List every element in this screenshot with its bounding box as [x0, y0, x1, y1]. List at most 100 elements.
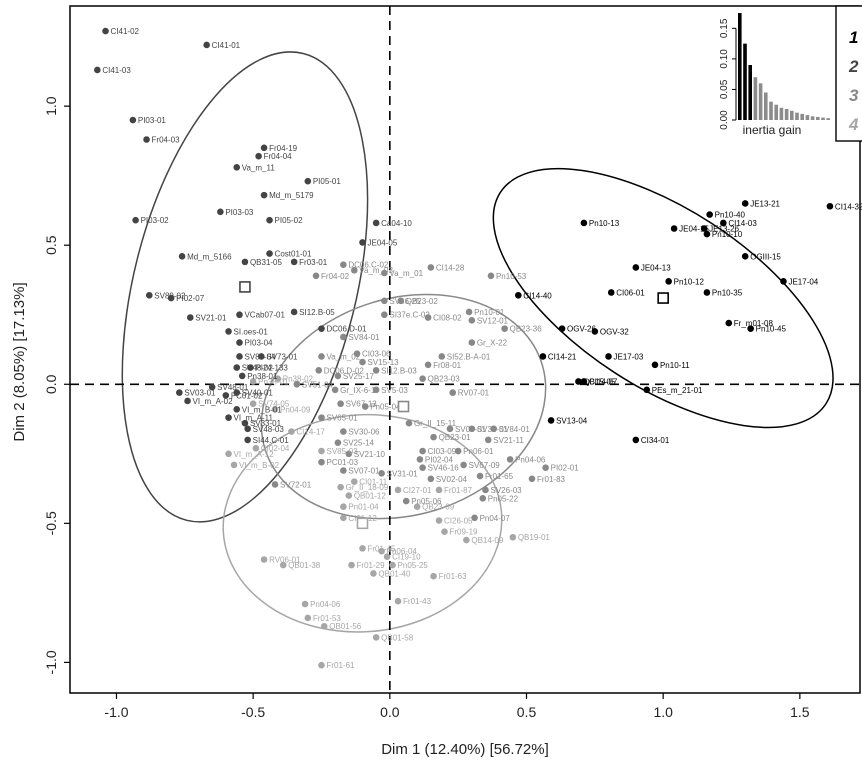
point-Fr04-02 — [312, 272, 320, 280]
point-label-Pn06-01: Pn06-01 — [463, 447, 494, 456]
point-label-PI24-133: PI24-133 — [255, 364, 288, 373]
x-tick-label: 0.0 — [380, 704, 400, 720]
point-label-Pn05-22: Pn05-22 — [488, 494, 519, 503]
inset-bar — [748, 65, 752, 120]
inset-bar — [758, 83, 763, 120]
point-SV21-11 — [484, 436, 492, 444]
point-QB14-09 — [463, 536, 470, 544]
inset-title: inertia gain — [743, 123, 802, 137]
point-label-Fr04-04: Fr04-04 — [264, 152, 293, 161]
point-Pn04-09 — [271, 405, 279, 413]
point-label-SV02-04: SV02-04 — [436, 475, 468, 484]
point-label-SV15-13: SV15-13 — [367, 358, 399, 367]
point-CI14-21 — [539, 353, 547, 360]
point-label-QB19-01: QB19-01 — [518, 533, 551, 542]
point-PI03-04 — [236, 339, 243, 346]
point-QB31-05 — [241, 258, 249, 266]
point-label-JE04-13: JE04-13 — [641, 263, 671, 272]
point-label-Md_m_5166: Md_m_5166 — [187, 252, 232, 261]
point-Pn38-02 — [274, 375, 282, 383]
point-SV46-16 — [419, 464, 426, 472]
point-label-QB23-36: QB23-36 — [510, 325, 543, 334]
point-Pn10-10 — [703, 230, 711, 238]
point-Va_m_03 — [350, 266, 358, 274]
point-Pn38-01 — [238, 372, 246, 380]
point-SV26-03 — [482, 486, 489, 494]
point-label-DC06.D-01: DC06.D-01 — [326, 325, 367, 334]
point-label-Fr01-87: Fr01-87 — [444, 486, 473, 495]
point-label-QB01-40: QB01-40 — [378, 569, 411, 578]
point-label-Fr_m01-08: Fr_m01-08 — [734, 319, 774, 328]
point-Pn10-53 — [487, 272, 495, 280]
point-Pn10-12 — [665, 278, 672, 285]
point-label-Fr04-02: Fr04-02 — [321, 272, 350, 281]
point-DC06.D-02 — [315, 367, 323, 374]
point-label-SV74-05: SV74-05 — [258, 400, 290, 409]
point-label-OGIII-15: OGIII-15 — [750, 252, 781, 261]
inset-bar — [743, 43, 747, 120]
point-label-CI14-03: CI14-03 — [728, 219, 757, 228]
point-label-Fr08-01: Fr08-01 — [433, 361, 462, 370]
point-label-CI41-02: CI41-02 — [111, 27, 140, 36]
point-label-CI02-04: CI02-04 — [261, 444, 290, 453]
plot-frame — [69, 5, 861, 694]
point-SV21-01 — [186, 314, 194, 321]
point-label-Pn05-25: Pn05-25 — [398, 561, 429, 570]
centroid-group-3 — [397, 400, 410, 413]
point-label-PI02-04: PI02-04 — [425, 455, 454, 464]
point-label-CI01-11: CI01-11 — [359, 478, 387, 487]
point-label-SV48-02: SV48-02 — [242, 364, 274, 373]
point-CI34-01 — [632, 436, 640, 444]
point-VI_m_A-11 — [225, 414, 232, 421]
point-QB23-03 — [419, 375, 426, 383]
point-label-VI_m_A-12: VI_m_A-12 — [234, 450, 275, 459]
point-CI03-09 — [419, 447, 426, 455]
point-SV25-14 — [334, 439, 342, 446]
point-label-SV67-13: SV67-13 — [346, 400, 378, 409]
point-SV34-01 — [468, 425, 476, 433]
point-SV74-05 — [249, 400, 257, 408]
centroid-group-2 — [239, 281, 251, 293]
point-SV03-01 — [176, 389, 183, 396]
point-Va_m_01 — [381, 269, 388, 277]
point-label-SV48-01: SV48-01 — [217, 383, 249, 392]
point-label-Pn10-13: Pn10-13 — [589, 219, 620, 228]
point-Fr01-65 — [476, 472, 484, 480]
point-SV13-04 — [547, 417, 555, 424]
point-label-CI03-06: CI03-06 — [362, 350, 391, 359]
x-axis-title: Dim 1 (12.40%) [56.72%] — [381, 741, 549, 758]
point-label-Pn10-11: Pn10-11 — [660, 361, 690, 370]
point-label-QB23-09: QB23-09 — [422, 503, 455, 512]
point-Fr01-83 — [528, 475, 536, 483]
point-label-RV07-01: RV07-01 — [458, 389, 490, 398]
centroid-group-4 — [356, 517, 369, 530]
point-SV65-01 — [318, 414, 325, 421]
legend-item-4: 4 — [848, 115, 859, 134]
point-CI08-02 — [424, 314, 432, 321]
point-label-RV06-01: RV06-01 — [269, 555, 301, 564]
legend-item-1: 1 — [849, 28, 858, 47]
point-PC01-03 — [318, 458, 325, 466]
point-Pn06-04 — [378, 547, 385, 555]
point-CI06-01 — [607, 289, 615, 296]
point-label-Gr_IX-6-1: Gr_IX-6-1 — [340, 386, 376, 395]
point-label-SV46-16: SV46-16 — [428, 464, 460, 473]
point-label-SV03-01: SV03-01 — [184, 389, 216, 398]
point-SV84-01 — [340, 333, 347, 341]
y-tick-label: 0.5 — [43, 235, 59, 255]
point-label-Fr04-19: Fr04-19 — [269, 144, 298, 153]
point-Fr04-03 — [143, 136, 150, 143]
point-QB01-12 — [345, 492, 353, 499]
point-Pn05-04 — [361, 403, 369, 410]
point-label-PI03-04: PI03-04 — [244, 339, 273, 348]
inertia-gain-inset: 0.00 0.05 0.10 0.15 inertia gain — [719, 13, 830, 137]
inset-bar — [810, 116, 815, 120]
point-label-SI12.B-03: SI12.B-03 — [381, 366, 417, 375]
point-label-SV46-25: SV46-25 — [389, 297, 421, 306]
point-VI_m_A-12 — [225, 450, 232, 458]
point-JE13-26 — [700, 225, 708, 232]
point-label-Fr09-19: Fr09-19 — [449, 528, 478, 537]
point-SI37e.C-02 — [381, 311, 388, 319]
point-CI14-17 — [288, 428, 295, 435]
point-SI12.B-03 — [372, 367, 380, 374]
